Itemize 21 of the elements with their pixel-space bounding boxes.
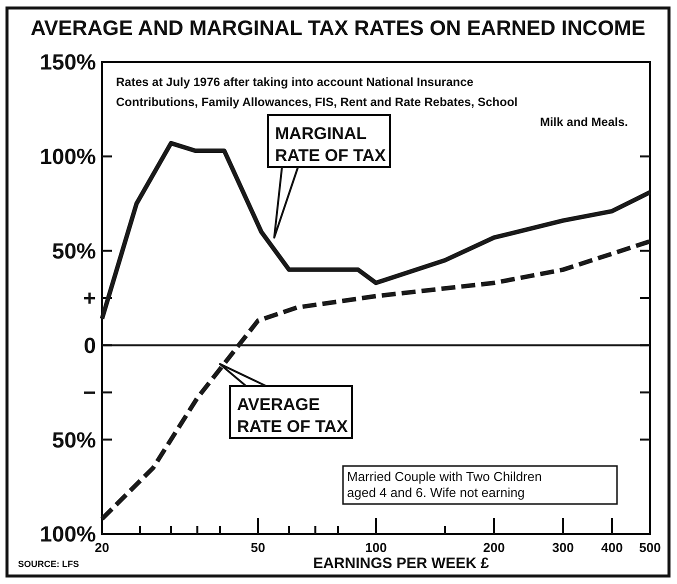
annotation: AVERAGE RATE OF TAX [237, 395, 348, 436]
y-tick-label: 100% [40, 522, 96, 547]
x-tick-label: 400 [601, 540, 623, 555]
x-tick-label: 100 [365, 540, 387, 555]
source-note: SOURCE: LFS [18, 559, 80, 569]
annotation: MARGINAL RATE OF TAX [275, 124, 386, 165]
y-tick-label: 100% [40, 144, 96, 170]
y-tick-label: 50% [52, 427, 96, 452]
y-tick-label: 0 [84, 332, 96, 358]
x-tick-label: 500 [639, 540, 661, 555]
x-tick-label: 20 [94, 540, 110, 555]
y-tick-label: 50% [52, 238, 96, 264]
x-tick-label: 50 [250, 540, 266, 555]
y-tick-label: 150% [40, 50, 96, 75]
y-tick-label: − [83, 380, 96, 406]
chart-title: AVERAGE AND MARGINAL TAX RATES ON EARNED INCOME [30, 17, 646, 40]
y-tick-label: + [83, 286, 96, 311]
annotation: Married Couple with Two Children aged 4 and 6. Wife not earning [347, 469, 542, 500]
x-tick-label: 300 [552, 540, 574, 555]
x-axis-title: EARNINGS PER WEEK £ [313, 555, 490, 572]
x-tick-label: 200 [483, 540, 505, 555]
